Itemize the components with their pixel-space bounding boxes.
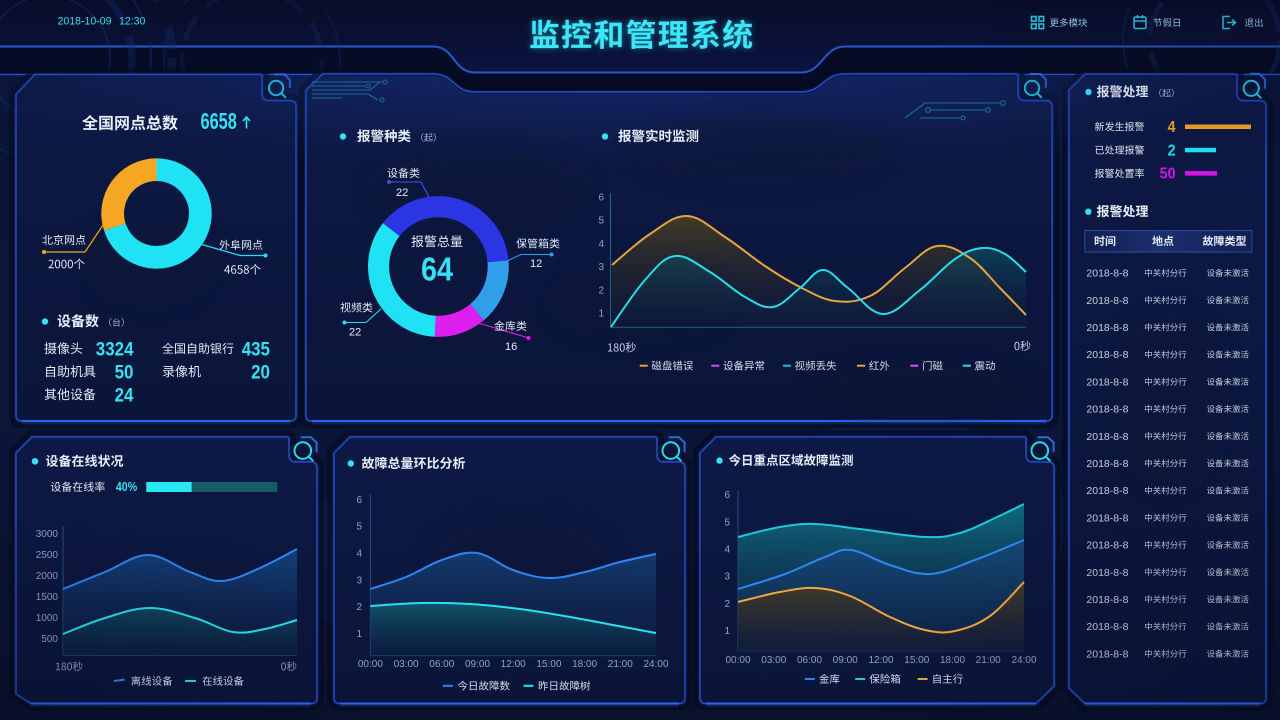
svg-text:22: 22 bbox=[396, 187, 408, 199]
svg-text:435: 435 bbox=[242, 337, 270, 359]
svg-text:2018-8-8: 2018-8-8 bbox=[1086, 404, 1128, 416]
svg-text:09:00: 09:00 bbox=[833, 655, 858, 666]
svg-text:12:00: 12:00 bbox=[501, 659, 526, 670]
svg-text:21:00: 21:00 bbox=[608, 659, 633, 670]
svg-text:64: 64 bbox=[421, 251, 454, 288]
svg-text:5: 5 bbox=[356, 522, 362, 533]
svg-text:2018-8-8: 2018-8-8 bbox=[1086, 458, 1128, 470]
svg-text:24:00: 24:00 bbox=[643, 659, 668, 670]
svg-text:03:00: 03:00 bbox=[394, 659, 419, 670]
svg-text:15:00: 15:00 bbox=[536, 659, 561, 670]
svg-text:2: 2 bbox=[598, 285, 604, 296]
svg-text:00:00: 00:00 bbox=[358, 659, 383, 670]
svg-text:6: 6 bbox=[724, 490, 730, 501]
svg-text:1: 1 bbox=[356, 629, 362, 640]
svg-text:16: 16 bbox=[505, 341, 517, 353]
svg-text:6: 6 bbox=[356, 495, 362, 506]
svg-text:2: 2 bbox=[356, 602, 362, 613]
svg-text:6658: 6658 bbox=[201, 110, 237, 135]
svg-text:4: 4 bbox=[598, 239, 604, 250]
svg-text:18:00: 18:00 bbox=[572, 659, 597, 670]
svg-text:5: 5 bbox=[598, 216, 604, 227]
svg-text:2018-8-8: 2018-8-8 bbox=[1086, 376, 1128, 388]
svg-text:2018-8-8: 2018-8-8 bbox=[1086, 431, 1128, 443]
svg-text:22: 22 bbox=[349, 326, 361, 338]
svg-text:24: 24 bbox=[115, 383, 135, 405]
svg-text:3324: 3324 bbox=[96, 337, 134, 359]
svg-text:2: 2 bbox=[724, 599, 730, 610]
svg-text:40%: 40% bbox=[116, 480, 137, 494]
svg-text:06:00: 06:00 bbox=[797, 655, 822, 666]
svg-text:1: 1 bbox=[598, 309, 604, 320]
svg-text:00:00: 00:00 bbox=[725, 655, 750, 666]
svg-text:20: 20 bbox=[251, 360, 270, 382]
svg-text:12: 12 bbox=[530, 258, 542, 270]
svg-text:09:00: 09:00 bbox=[465, 659, 490, 670]
svg-text:6: 6 bbox=[598, 193, 604, 204]
svg-text:4: 4 bbox=[724, 545, 730, 556]
svg-text:3: 3 bbox=[598, 262, 604, 273]
svg-text:2018-8-8: 2018-8-8 bbox=[1086, 268, 1128, 280]
svg-text:2018-8-8: 2018-8-8 bbox=[1086, 349, 1128, 361]
svg-text:5: 5 bbox=[724, 517, 730, 528]
svg-text:1: 1 bbox=[724, 626, 730, 637]
svg-text:2018-8-8: 2018-8-8 bbox=[1086, 295, 1128, 307]
svg-text:2018-10-09: 2018-10-09 bbox=[58, 15, 112, 27]
svg-text:12:30: 12:30 bbox=[119, 15, 145, 27]
svg-text:50: 50 bbox=[115, 360, 134, 382]
svg-text:06:00: 06:00 bbox=[429, 659, 454, 670]
svg-text:3: 3 bbox=[724, 572, 730, 583]
svg-text:4: 4 bbox=[356, 548, 362, 559]
svg-text:3: 3 bbox=[356, 575, 362, 586]
svg-text:03:00: 03:00 bbox=[761, 655, 786, 666]
svg-text:2018-8-8: 2018-8-8 bbox=[1086, 322, 1128, 334]
